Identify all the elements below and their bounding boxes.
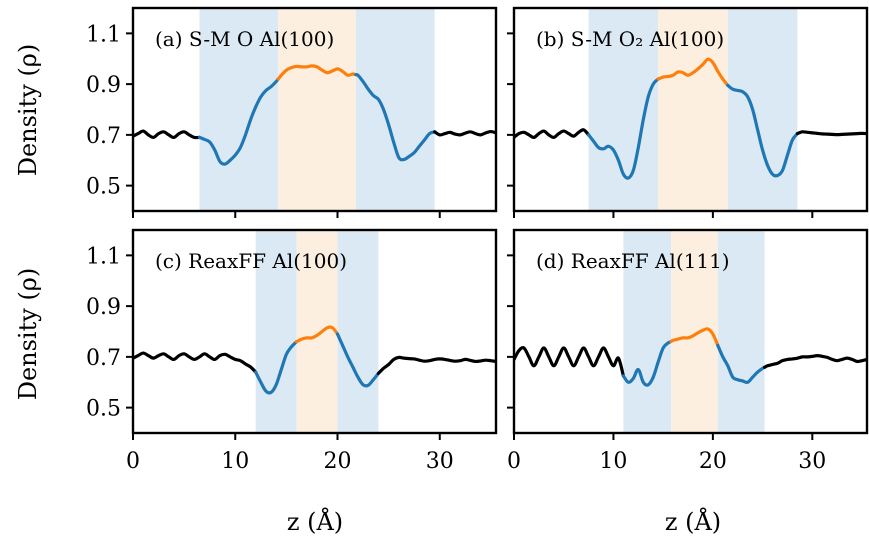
panel-c-curve-bulk-right bbox=[376, 355, 496, 375]
panel-c-xtick-label-3: 30 bbox=[426, 449, 454, 474]
panel-a-frame bbox=[131, 6, 498, 213]
panel-c-xtick-label-0: 0 bbox=[126, 449, 140, 474]
panel-a-region-interface-0 bbox=[199, 8, 279, 211]
panel-b-region-core-1 bbox=[658, 8, 728, 211]
panel-c-region-interface-0 bbox=[255, 230, 297, 433]
panel-b: (b) S-M O₂ Al(100) bbox=[507, 6, 869, 218]
panel-c: 0.5 0.7 0.9 1.1 0 10 20 30 (c) ReaxFF Al(100) bbox=[86, 228, 498, 474]
panel-c-curve-interface-right bbox=[335, 332, 381, 388]
panel-d-curve-bulk-right bbox=[762, 354, 867, 369]
panel-d: 0 10 20 30 (d) ReaxFF Al(111) bbox=[507, 228, 869, 474]
panel-c-ytick-label-1: 0.7 bbox=[86, 346, 121, 371]
panel-c-xtick-label-1: 10 bbox=[221, 449, 249, 474]
panel-d-region-interface-0 bbox=[623, 230, 672, 433]
panel-d-curve-core bbox=[669, 327, 720, 348]
panel-d-xtick-label-0: 0 bbox=[507, 449, 521, 474]
panel-d-xtick-label-3: 30 bbox=[798, 449, 826, 474]
panel-d-xtick-label-1: 10 bbox=[599, 449, 627, 474]
x-axis-title-right: z (Å) bbox=[665, 507, 721, 536]
panel-d-region-interface-2 bbox=[717, 230, 765, 433]
panel-a-region-core-1 bbox=[278, 8, 356, 211]
panel-a: 0.5 0.7 0.9 1.1 (a) S-M O Al(100) bbox=[86, 6, 498, 218]
panel-b-curve-bulk-left bbox=[514, 128, 591, 140]
panel-c-curve-bulk-left bbox=[133, 351, 258, 374]
panel-a-ytick-label-0: 0.5 bbox=[86, 175, 121, 200]
panel-c-ytick-label-0: 0.5 bbox=[86, 397, 121, 422]
panel-a-curve-bulk-left bbox=[133, 129, 202, 140]
panel-a-curve-interface-left bbox=[197, 77, 280, 166]
x-axis-title-left: z (Å) bbox=[287, 507, 343, 536]
panel-b-curve-core bbox=[656, 57, 730, 87]
panel-a-label: (a) S-M O Al(100) bbox=[155, 27, 334, 51]
panel-b-curve-bulk-right bbox=[795, 130, 867, 137]
panel-b-curve-interface-right bbox=[726, 83, 799, 178]
panel-c-region-core-1 bbox=[296, 230, 338, 433]
panel-c-xtick-label-2: 20 bbox=[324, 449, 352, 474]
panel-a-ytick-label-1: 0.7 bbox=[86, 124, 121, 149]
panel-b-label: (b) S-M O₂ Al(100) bbox=[536, 27, 724, 51]
panel-a-curve-interface-right bbox=[354, 72, 437, 162]
y-axis-title-top: Density (ρ) bbox=[14, 44, 42, 177]
panel-d-label: (d) ReaxFF Al(111) bbox=[536, 249, 730, 273]
panel-d-frame bbox=[512, 228, 869, 435]
panel-a-ytick-label-3: 1.1 bbox=[86, 22, 121, 47]
panel-b-region-interface-2 bbox=[727, 8, 798, 211]
panel-d-xtick-label-2: 20 bbox=[699, 449, 727, 474]
panel-b-curve-interface-left bbox=[586, 77, 660, 180]
y-axis-title-bottom: Density (ρ) bbox=[14, 268, 42, 401]
panels-layer: 0.5 0.7 0.9 1.1 (a) S-M O Al(100) (b) S-M O₂ … bbox=[86, 6, 869, 474]
panel-a-region-interface-2 bbox=[355, 8, 435, 211]
panel-b-frame bbox=[512, 6, 869, 213]
panel-d-curve-bulk-left bbox=[514, 346, 625, 378]
panel-a-curve-core bbox=[276, 64, 358, 81]
panel-c-curve-interface-left bbox=[254, 340, 299, 395]
panel-c-ytick-label-3: 1.1 bbox=[86, 244, 121, 269]
panel-d-curve-interface-left bbox=[621, 339, 673, 387]
panel-c-region-interface-2 bbox=[337, 230, 379, 433]
panel-d-curve-interface-right bbox=[716, 343, 767, 384]
panel-c-curve-core bbox=[295, 325, 340, 344]
panel-a-ytick-label-2: 0.9 bbox=[86, 73, 121, 98]
panel-a-curve-bulk-right bbox=[433, 129, 496, 137]
panel-c-ytick-label-2: 0.9 bbox=[86, 295, 121, 320]
panel-c-frame bbox=[131, 228, 498, 435]
panel-c-label: (c) ReaxFF Al(100) bbox=[155, 249, 347, 273]
